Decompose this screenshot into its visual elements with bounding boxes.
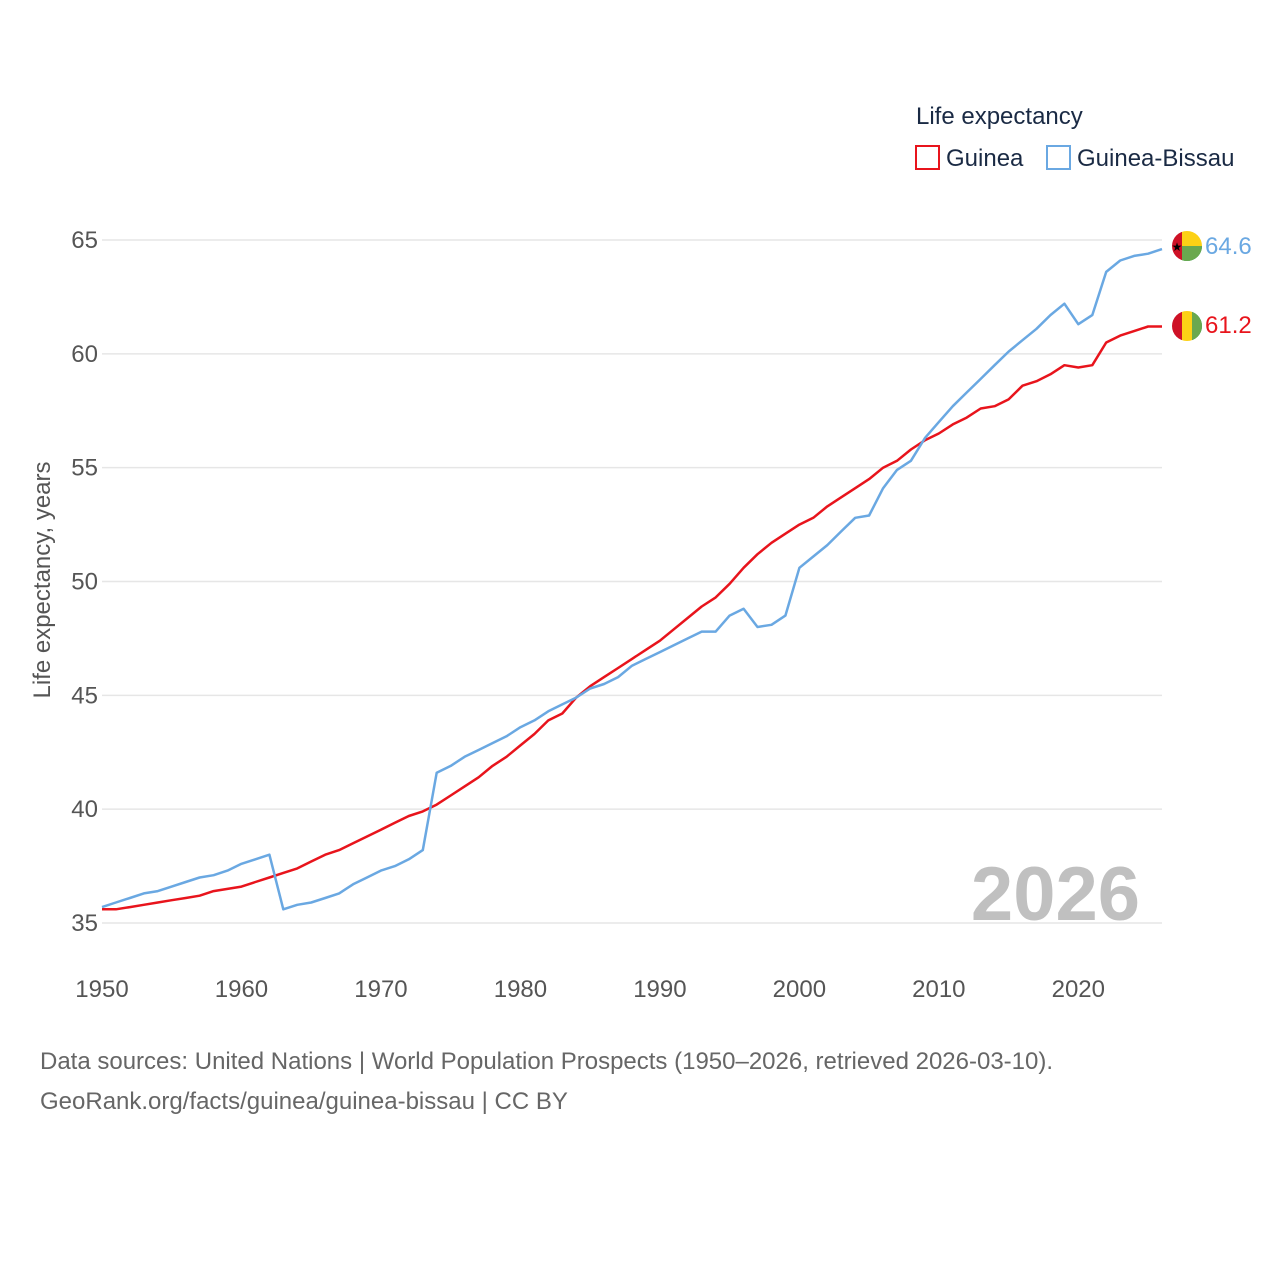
source-line-1: Data sources: United Nations | World Pop… (40, 1048, 1054, 1075)
svg-text:★: ★ (1172, 240, 1183, 254)
end-label-guinea: 61.2 (1205, 312, 1252, 339)
x-tick-label: 1990 (633, 976, 686, 1003)
y-axis-title: Life expectancy, years (29, 461, 56, 698)
y-tick-label: 65 (71, 227, 98, 254)
x-tick-label: 2000 (773, 976, 826, 1003)
x-tick-label: 2010 (912, 976, 965, 1003)
legend-swatch-guinea[interactable] (915, 145, 940, 170)
y-tick-label: 55 (71, 455, 98, 482)
y-tick-label: 50 (71, 569, 98, 596)
y-tick-label: 35 (71, 910, 98, 937)
y-axis-ticks: 35 40 45 50 55 60 65 (71, 227, 98, 937)
line-chart: Life expectancy Guinea Guinea-Bissau 35 4… (29, 103, 1252, 1003)
legend-label-guinea-bissau[interactable]: Guinea-Bissau (1077, 145, 1234, 172)
source-note: Data sources: United Nations | World Pop… (40, 1042, 1053, 1122)
guinea-bissau-flag-icon: ★ (1172, 231, 1202, 261)
y-tick-label: 60 (71, 341, 98, 368)
guinea-flag-icon (1172, 311, 1202, 341)
series-line-guinea[interactable] (102, 325, 1162, 911)
y-tick-label: 45 (71, 682, 98, 709)
gridlines (102, 239, 1162, 924)
legend-title: Life expectancy (916, 103, 1083, 130)
legend-swatch-guinea-bissau[interactable] (1046, 145, 1071, 170)
series-line-guinea-bissau[interactable] (101, 247, 1163, 911)
legend-label-guinea[interactable]: Guinea (946, 145, 1024, 172)
x-tick-label: 1970 (354, 976, 407, 1003)
legend: Life expectancy Guinea Guinea-Bissau (915, 103, 1234, 172)
series-lines (101, 247, 1163, 911)
y-tick-label: 40 (71, 796, 98, 823)
source-line-2: GeoRank.org/facts/guinea/guinea-bissau |… (40, 1088, 568, 1115)
x-tick-label: 1960 (215, 976, 268, 1003)
x-axis-ticks: 1950 1960 1970 1980 1990 2000 2010 2020 (75, 976, 1105, 1003)
x-tick-label: 1980 (494, 976, 547, 1003)
end-label-guinea-bissau: 64.6 (1205, 233, 1252, 260)
year-watermark: 2026 (971, 852, 1140, 937)
x-tick-label: 2020 (1052, 976, 1105, 1003)
x-tick-label: 1950 (75, 976, 128, 1003)
